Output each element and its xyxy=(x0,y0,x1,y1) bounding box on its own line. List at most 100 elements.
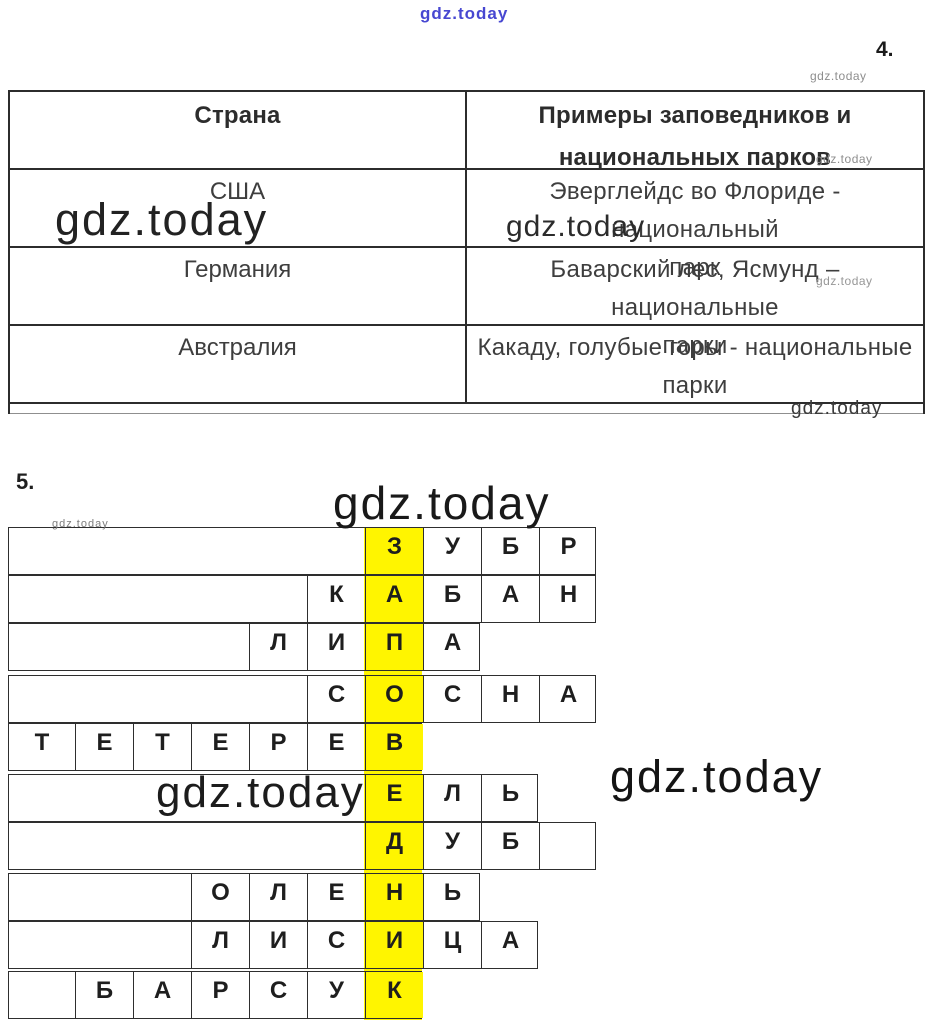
crossword-cell-highlighted: П xyxy=(365,624,423,670)
examples-cell: Эверглейдс во Флориде - национальный пар… xyxy=(467,170,923,281)
header-examples-line2: национальных парков xyxy=(558,144,832,171)
header-country-text: Страна xyxy=(194,102,281,129)
crossword-cell: Е xyxy=(75,724,133,770)
crossword-cell: Н xyxy=(539,576,597,622)
crossword-cell: А xyxy=(539,676,597,722)
table-header-examples: Примеры заповедников и национальных парк… xyxy=(467,92,923,171)
crossword-cell: С xyxy=(423,676,481,722)
crossword-cell-highlighted: И xyxy=(365,922,423,968)
crossword-cell: Н xyxy=(481,676,539,722)
crossword-cell: Л xyxy=(249,624,307,670)
crossword-cell: К xyxy=(307,576,365,622)
crossword-cell: Б xyxy=(423,576,481,622)
crossword-cell-highlighted: В xyxy=(365,724,423,770)
crossword-cell: Б xyxy=(481,528,539,574)
crossword-cell: Р xyxy=(539,528,597,574)
crossword-cell: Е xyxy=(307,724,365,770)
watermark-crossword-left-big: gdz.today xyxy=(156,768,365,817)
watermark-usa-cell-med: gdz.today xyxy=(506,210,646,243)
examples-line2: парк xyxy=(669,254,721,281)
country-cell: Австралия xyxy=(10,326,467,402)
watermark-usa-cell-big: gdz.today xyxy=(55,194,269,245)
table-thin-bottom-row xyxy=(10,404,923,414)
crossword-cell: А xyxy=(481,576,539,622)
examples-line1: Баварский лес, Ясмунд – национальные xyxy=(550,256,840,321)
crossword-cell: Р xyxy=(191,972,249,1018)
crossword-cell-highlighted: О xyxy=(365,676,423,722)
crossword-cell: Р xyxy=(249,724,307,770)
crossword-cell-highlighted: А xyxy=(365,576,423,622)
crossword-cell: И xyxy=(307,624,365,670)
crossword-cell: Л xyxy=(249,874,307,920)
watermark-crossword-right-big: gdz.today xyxy=(610,751,824,802)
examples-line1: Эверглейдс во Флориде - национальный xyxy=(549,178,841,243)
examples-line1: Какаду, голубые горы - национальные xyxy=(477,334,913,361)
crossword-cell: А xyxy=(481,922,539,968)
crossword-cell: У xyxy=(423,528,481,574)
country-cell: США xyxy=(10,170,467,246)
crossword-cell-highlighted: З xyxy=(365,528,423,574)
crossword-cell: Б xyxy=(75,972,133,1018)
crossword-cell: Е xyxy=(307,874,365,920)
crossword-cell-highlighted: Н xyxy=(365,874,423,920)
crossword-cell xyxy=(9,972,75,1018)
table-row: США Эверглейдс во Флориде - национальный… xyxy=(10,170,923,281)
watermark-table-bottom: gdz.today xyxy=(791,398,883,419)
examples-cell: Какаду, голубые горы - национальные парк… xyxy=(467,326,923,402)
country-cell: Германия xyxy=(10,248,467,324)
crossword-cell: Б xyxy=(481,823,539,869)
crossword-cell: У xyxy=(307,972,365,1018)
crossword-cell-highlighted: Д xyxy=(365,823,423,869)
watermark-corner-small: gdz.today xyxy=(810,69,867,83)
crossword-cell: Ц xyxy=(423,922,481,968)
examples-cell: Баварский лес, Ясмунд – национальные пар… xyxy=(467,248,923,359)
reserves-table: Страна Примеры заповедников и национальн… xyxy=(8,90,925,414)
crossword-cell: Ь xyxy=(423,874,481,920)
crossword-cell: О xyxy=(191,874,249,920)
task-5-label: 5. xyxy=(16,469,35,494)
crossword-cell: А xyxy=(423,624,481,670)
crossword-cell: С xyxy=(307,676,365,722)
watermark-center-big: gdz.today xyxy=(333,477,551,529)
table-row: Австралия Какаду, голубые горы - национа… xyxy=(10,326,923,404)
crossword-cell: Л xyxy=(423,775,481,821)
crossword-cell xyxy=(539,823,597,869)
crossword-cell: С xyxy=(249,972,307,1018)
examples-line2: парки xyxy=(662,372,728,399)
table-row: Германия Баварский лес, Ясмунд – национа… xyxy=(10,248,923,359)
crossword-cell: И xyxy=(249,922,307,968)
crossword-cell: Л xyxy=(191,922,249,968)
watermark-germany-cell: gdz.today xyxy=(816,274,873,288)
watermark-header-cell: gdz.today xyxy=(816,152,873,166)
crossword-cell: Ь xyxy=(481,775,539,821)
watermark-top-blue: gdz.today xyxy=(420,4,509,23)
crossword-cell: Т xyxy=(34,729,50,756)
crossword-cell: Т xyxy=(133,724,191,770)
crossword-cell-highlighted: Е xyxy=(365,775,423,821)
country-name: США xyxy=(209,178,266,205)
header-examples-line1: Примеры заповедников и xyxy=(538,102,852,129)
task-4-label: 4. xyxy=(876,38,894,61)
watermark-crossword-tiny: gdz.today xyxy=(52,518,109,530)
table-header-row: Страна Примеры заповедников и национальн… xyxy=(10,92,923,171)
table-header-country: Страна xyxy=(10,92,467,168)
country-name: Австралия xyxy=(178,334,297,361)
examples-line2: парки xyxy=(662,332,728,359)
crossword-cell: Е xyxy=(191,724,249,770)
crossword-cell-highlighted: К xyxy=(365,972,423,1018)
country-name: Германия xyxy=(183,256,292,283)
crossword-cell: А xyxy=(133,972,191,1018)
crossword-cell: С xyxy=(307,922,365,968)
crossword-cell: У xyxy=(423,823,481,869)
